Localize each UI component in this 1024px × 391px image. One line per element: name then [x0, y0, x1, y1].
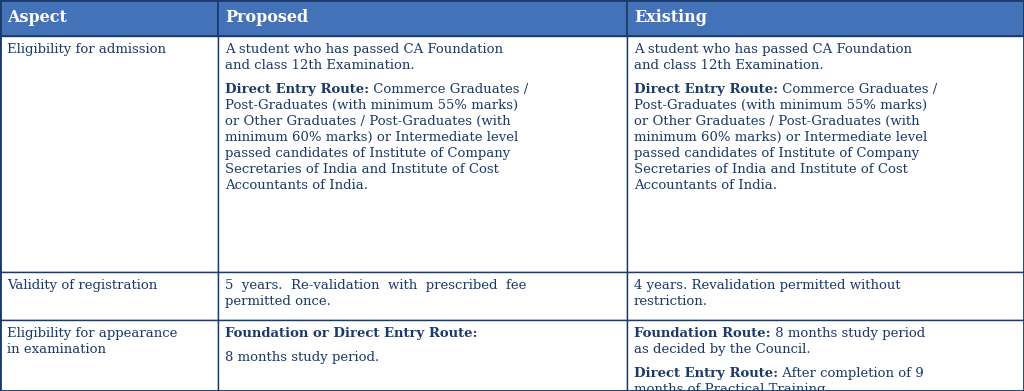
Bar	[0, 272, 218, 320]
Text: Proposed: Proposed	[225, 9, 308, 27]
Text: Secretaries of India and Institute of Cost: Secretaries of India and Institute of Co…	[634, 163, 908, 176]
Bar	[218, 320, 627, 391]
Text: permitted once.: permitted once.	[225, 295, 331, 308]
Bar	[627, 0, 1024, 36]
Bar	[627, 36, 1024, 272]
Text: or Other Graduates / Post-Graduates (with: or Other Graduates / Post-Graduates (wit…	[634, 115, 920, 128]
Text: and class 12th Examination.: and class 12th Examination.	[225, 59, 415, 72]
Text: Accountants of India.: Accountants of India.	[634, 179, 777, 192]
Text: minimum 60% marks) or Intermediate level: minimum 60% marks) or Intermediate level	[225, 131, 518, 144]
Text: 8 months study period: 8 months study period	[771, 327, 925, 340]
Text: 4 years. Revalidation permitted without: 4 years. Revalidation permitted without	[634, 279, 901, 292]
Text: Post-Graduates (with minimum 55% marks): Post-Graduates (with minimum 55% marks)	[225, 99, 518, 112]
Text: Commerce Graduates /: Commerce Graduates /	[778, 83, 937, 96]
Text: Direct Entry Route:: Direct Entry Route:	[225, 83, 369, 96]
Text: Secretaries of India and Institute of Cost: Secretaries of India and Institute of Co…	[225, 163, 499, 176]
Text: Eligibility for appearance: Eligibility for appearance	[7, 327, 177, 340]
Text: Commerce Graduates /: Commerce Graduates /	[369, 83, 528, 96]
Text: Eligibility for admission: Eligibility for admission	[7, 43, 166, 56]
Text: restriction.: restriction.	[634, 295, 708, 308]
Text: Post-Graduates (with minimum 55% marks): Post-Graduates (with minimum 55% marks)	[634, 99, 927, 112]
Text: Existing: Existing	[634, 9, 707, 27]
Text: Direct Entry Route:: Direct Entry Route:	[634, 367, 778, 380]
Text: A student who has passed CA Foundation: A student who has passed CA Foundation	[225, 43, 503, 56]
Text: 5  years.  Re-validation  with  prescribed  fee: 5 years. Re-validation with prescribed f…	[225, 279, 526, 292]
Bar	[218, 36, 627, 272]
Text: in examination: in examination	[7, 343, 106, 356]
Bar	[0, 320, 218, 391]
Bar	[0, 0, 218, 36]
Text: or Other Graduates / Post-Graduates (with: or Other Graduates / Post-Graduates (wit…	[225, 115, 511, 128]
Bar	[218, 272, 627, 320]
Text: months of Practical Training.: months of Practical Training.	[634, 383, 829, 391]
Text: Direct Entry Route:: Direct Entry Route:	[634, 83, 778, 96]
Text: Validity of registration: Validity of registration	[7, 279, 158, 292]
Text: Foundation or Direct Entry Route:: Foundation or Direct Entry Route:	[225, 327, 477, 340]
Text: 8 months study period.: 8 months study period.	[225, 351, 379, 364]
Bar	[218, 0, 627, 36]
Text: minimum 60% marks) or Intermediate level: minimum 60% marks) or Intermediate level	[634, 131, 928, 144]
Text: Foundation Route:: Foundation Route:	[634, 327, 771, 340]
Bar	[627, 320, 1024, 391]
Text: and class 12th Examination.: and class 12th Examination.	[634, 59, 823, 72]
Text: as decided by the Council.: as decided by the Council.	[634, 343, 811, 356]
Text: passed candidates of Institute of Company: passed candidates of Institute of Compan…	[225, 147, 510, 160]
Bar	[627, 272, 1024, 320]
Text: A student who has passed CA Foundation: A student who has passed CA Foundation	[634, 43, 912, 56]
Text: After completion of 9: After completion of 9	[778, 367, 924, 380]
Bar	[0, 36, 218, 272]
Text: Aspect: Aspect	[7, 9, 67, 27]
Text: Accountants of India.: Accountants of India.	[225, 179, 368, 192]
Text: passed candidates of Institute of Company: passed candidates of Institute of Compan…	[634, 147, 920, 160]
